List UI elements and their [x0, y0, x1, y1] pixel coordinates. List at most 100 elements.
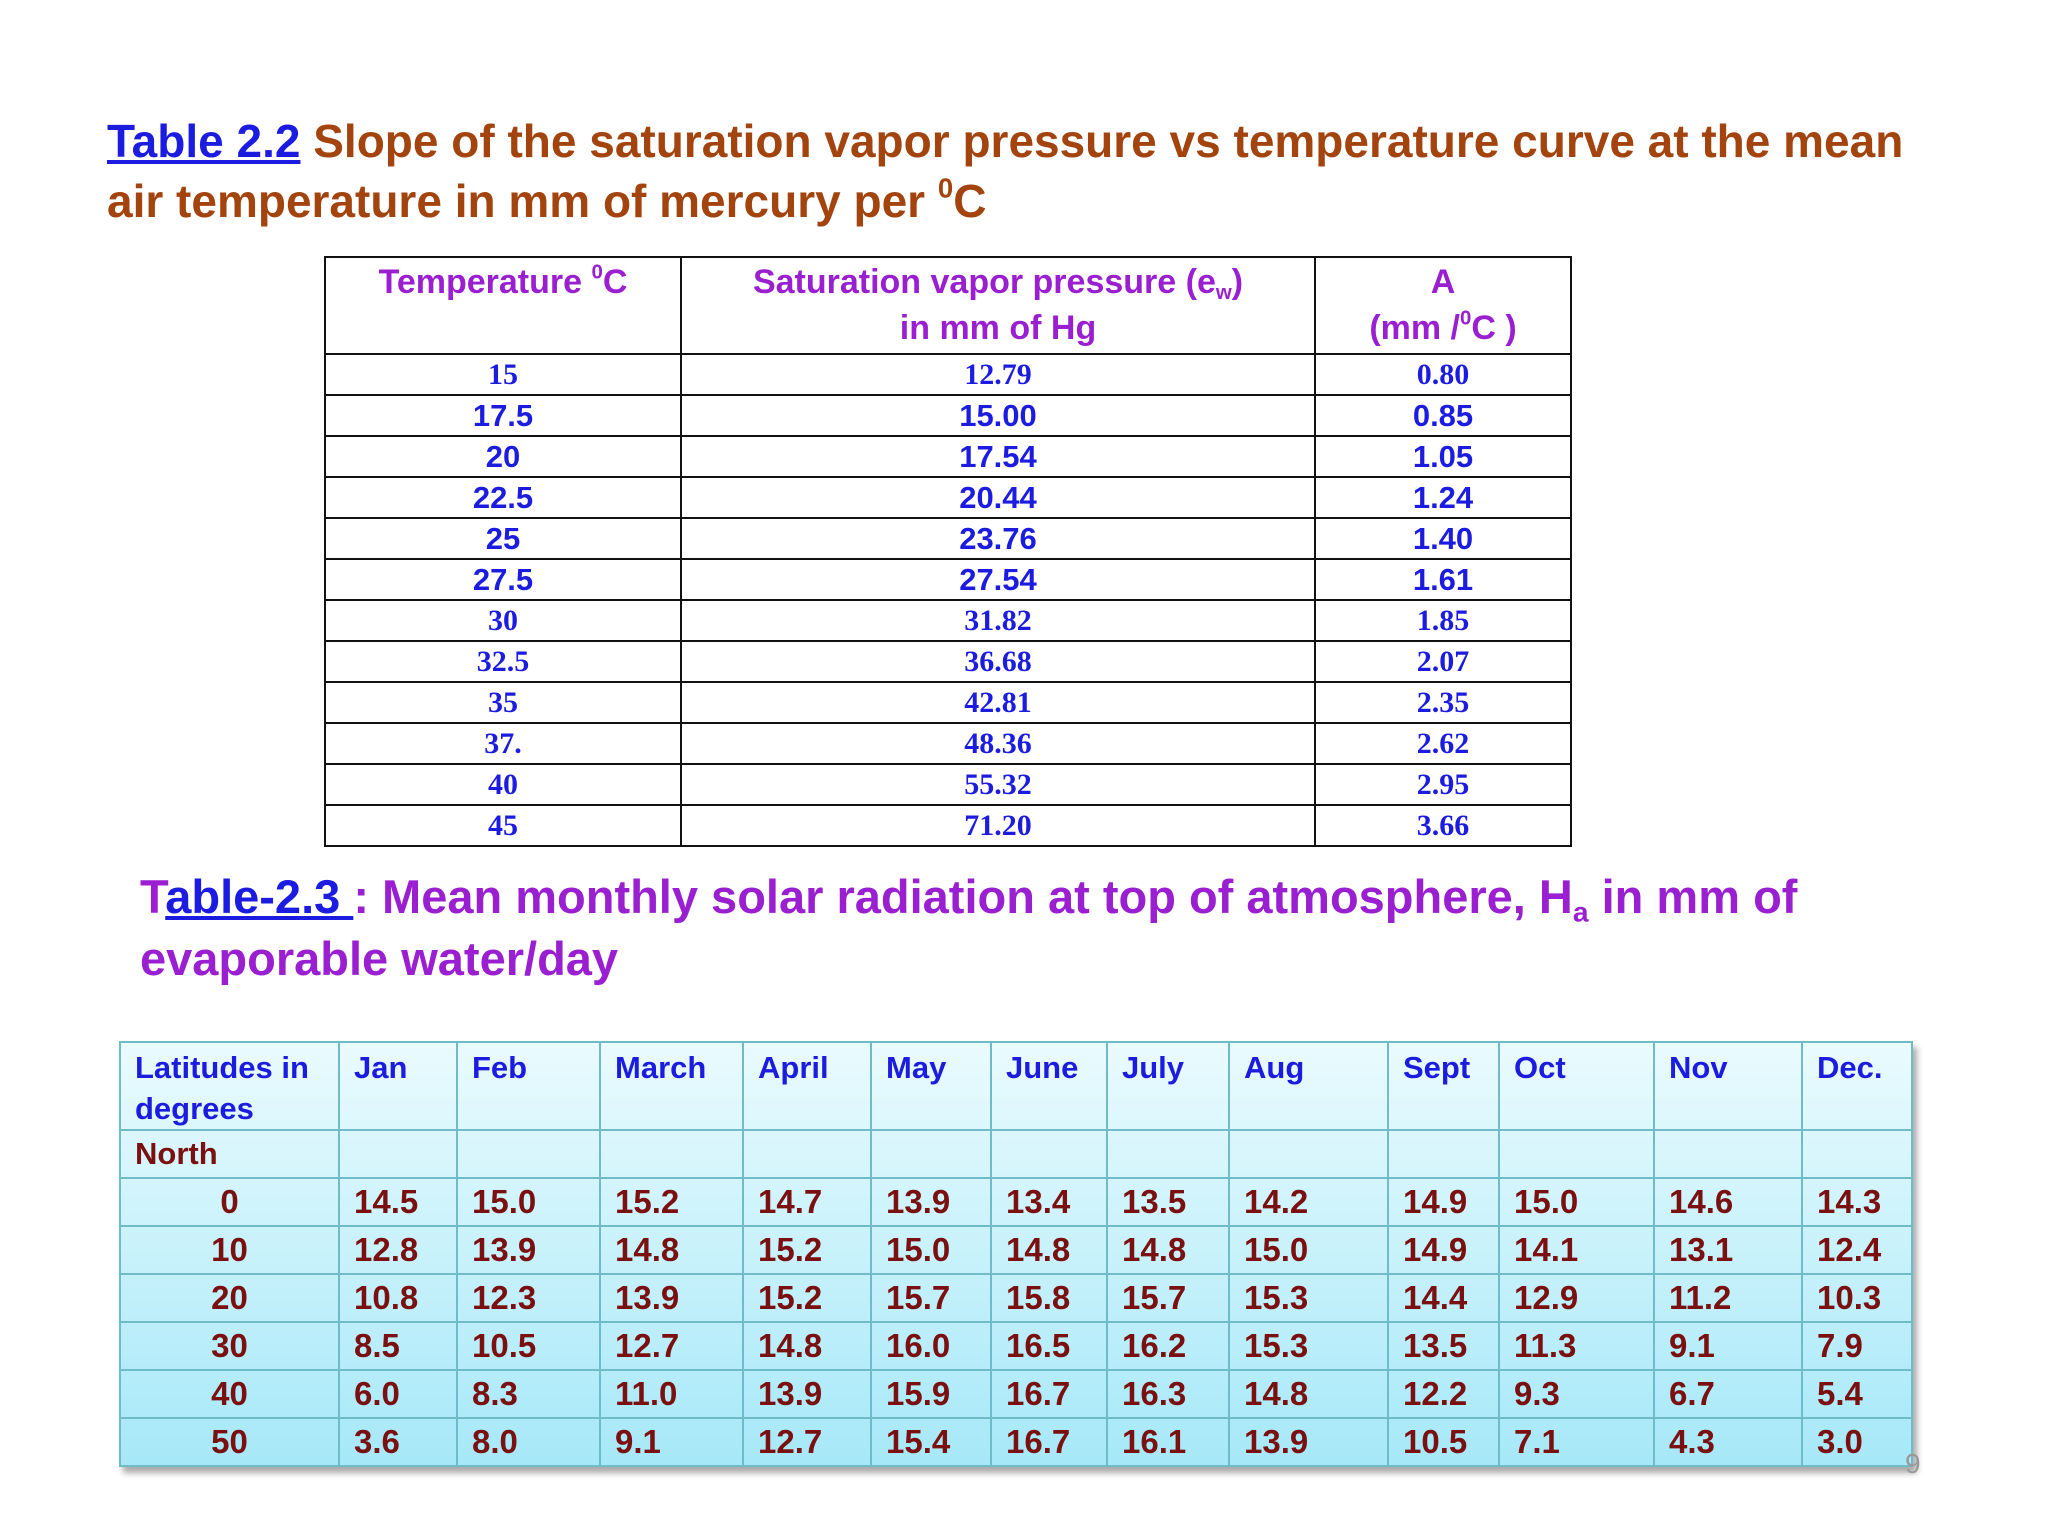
header-cell: Feb [456, 1040, 601, 1132]
table-cell: 35 [324, 681, 682, 724]
superscript: 0 [1460, 307, 1472, 330]
header-text: ) [1231, 263, 1244, 301]
latitude-cell: 20 [119, 1273, 340, 1324]
latitude-cell: 30 [119, 1321, 340, 1372]
table-cell: 12.8 [338, 1225, 458, 1276]
empty-cell [1801, 1129, 1913, 1180]
empty-cell [1387, 1129, 1500, 1180]
header-row: Latitudes in degrees Jan Feb March April May J… [119, 1040, 1913, 1132]
table-row: 20 17.54 1.05 [324, 435, 1572, 478]
table-cell: 8.5 [338, 1321, 458, 1372]
table-cell: 14.9 [1387, 1177, 1500, 1228]
header-text: Saturation vapor pressure (e [752, 263, 1216, 301]
header-text: A [1430, 263, 1456, 301]
table-cell: 12.2 [1387, 1369, 1500, 1420]
table-cell: 3.6 [338, 1417, 458, 1468]
table-cell: 14.8 [599, 1225, 744, 1276]
table-cell: 15 [324, 353, 682, 396]
table-cell: 12.7 [742, 1417, 872, 1468]
table-row: 25 23.76 1.40 [324, 517, 1572, 560]
hemisphere-row: North [119, 1129, 1913, 1180]
header-text: (mm / [1369, 308, 1460, 347]
table-row: 27.5 27.54 1.61 [324, 558, 1572, 601]
table-title: Table-2.3 : Mean monthly solar radiation… [140, 866, 1990, 990]
empty-cell [990, 1129, 1108, 1180]
empty-cell [1106, 1129, 1230, 1180]
table-cell: 1.05 [1314, 435, 1572, 478]
superscript: 0 [937, 172, 954, 204]
table-cell: 12.79 [680, 353, 1316, 396]
table-cell: 2.95 [1314, 763, 1572, 806]
table-cell: 8.3 [456, 1369, 601, 1420]
table-cell: 14.8 [742, 1321, 872, 1372]
table-cell: 15.2 [599, 1177, 744, 1228]
table-cell: 13.9 [870, 1177, 992, 1228]
table-cell: 10.3 [1801, 1273, 1913, 1324]
table-cell: 13.9 [599, 1273, 744, 1324]
table-cell: 16.0 [870, 1321, 992, 1372]
latitude-cell: 10 [119, 1225, 340, 1276]
table-cell: 36.68 [680, 640, 1316, 683]
empty-cell [338, 1129, 458, 1180]
table-label: able-2.3 [165, 870, 354, 923]
table-cell: 6.7 [1653, 1369, 1803, 1420]
table-cell: 10.5 [456, 1321, 601, 1372]
table-cell: 0.85 [1314, 394, 1572, 437]
table-cell: 3.66 [1314, 804, 1572, 847]
empty-cell [456, 1129, 601, 1180]
title-text: : Mean monthly solar radiation at top of… [353, 870, 1573, 923]
table-row: 17.5 15.00 0.85 [324, 394, 1572, 437]
table-cell: 2.35 [1314, 681, 1572, 724]
table-cell: 11.2 [1653, 1273, 1803, 1324]
hemisphere-cell: North [119, 1129, 340, 1180]
table-row: 10 12.8 13.9 14.8 15.2 15.0 14.8 14.8 15.0 14.9 14… [119, 1225, 1913, 1276]
table-cell: 15.3 [1228, 1273, 1389, 1324]
header-cell: Jan [338, 1040, 458, 1132]
table-cell: 13.5 [1387, 1321, 1500, 1372]
table-cell: 23.76 [680, 517, 1316, 560]
table-cell: 48.36 [680, 722, 1316, 765]
table-cell: 14.9 [1387, 1225, 1500, 1276]
table-cell: 16.1 [1106, 1417, 1230, 1468]
header-text: C [602, 263, 628, 301]
table-cell: 2.62 [1314, 722, 1572, 765]
header-cell: July [1106, 1040, 1230, 1132]
table-row: 0 14.5 15.0 15.2 14.7 13.9 13.4 13.5 14.2 14.9 15.… [119, 1177, 1913, 1228]
empty-cell [599, 1129, 744, 1180]
table-cell: 16.2 [1106, 1321, 1230, 1372]
table-cell: 30 [324, 599, 682, 642]
table-cell: 14.8 [1106, 1225, 1230, 1276]
table-cell: 6.0 [338, 1369, 458, 1420]
table-row: 32.5 36.68 2.07 [324, 640, 1572, 683]
table-cell: 14.6 [1653, 1177, 1803, 1228]
table-cell: 15.8 [990, 1273, 1108, 1324]
table-cell: 14.8 [1228, 1369, 1389, 1420]
table-cell: 13.9 [742, 1369, 872, 1420]
table-cell: 20 [324, 435, 682, 478]
table-row: 30 8.5 10.5 12.7 14.8 16.0 16.5 16.2 15.3 13.5 11.… [119, 1321, 1913, 1372]
header-cell: Aug [1228, 1040, 1389, 1132]
table-cell: 13.5 [1106, 1177, 1230, 1228]
header-cell: Temperature 0C [324, 256, 682, 355]
header-cell: April [742, 1040, 872, 1132]
table-cell: 27.5 [324, 558, 682, 601]
table-cell: 10.5 [1387, 1417, 1500, 1468]
table-row: 22.5 20.44 1.24 [324, 476, 1572, 519]
table-cell: 15.0 [456, 1177, 601, 1228]
header-text: in mm of Hg [899, 308, 1097, 347]
table-cell: 16.3 [1106, 1369, 1230, 1420]
table-cell: 13.4 [990, 1177, 1108, 1228]
table-cell: 55.32 [680, 763, 1316, 806]
table-cell: 2.07 [1314, 640, 1572, 683]
table-cell: 13.9 [456, 1225, 601, 1276]
latitude-cell: 50 [119, 1417, 340, 1468]
table-cell: 15.0 [1228, 1225, 1389, 1276]
table-cell: 11.0 [599, 1369, 744, 1420]
table-cell: 25 [324, 517, 682, 560]
table-cell: 15.9 [870, 1369, 992, 1420]
table-cell: 12.7 [599, 1321, 744, 1372]
empty-cell [1498, 1129, 1655, 1180]
table-title: Table 2.2 Slope of the saturation vapor … [107, 112, 1957, 232]
header-cell: Dec. [1801, 1040, 1913, 1132]
vapor-pressure-table: Temperature 0C Saturation vapor pressure… [324, 256, 1572, 847]
